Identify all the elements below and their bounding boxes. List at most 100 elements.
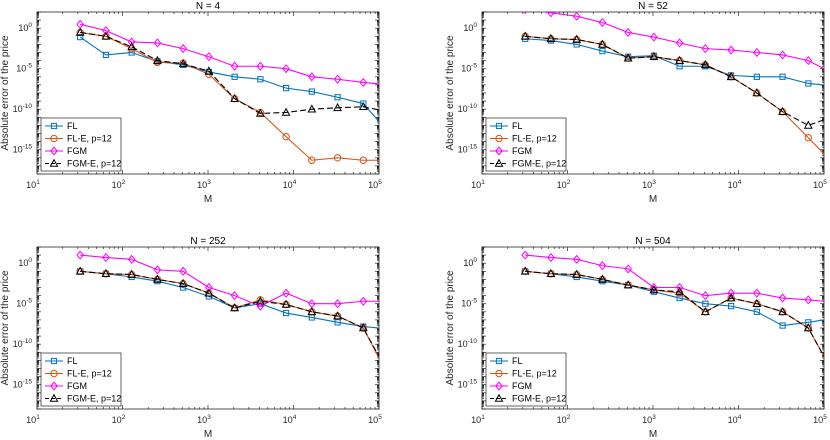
data-point	[598, 17, 607, 28]
series-line	[540, 12, 824, 70]
chart-title: N = 4	[196, 1, 221, 12]
tick-exponent: 4	[293, 179, 297, 186]
series-fgm	[523, 12, 824, 70]
data-point	[520, 266, 530, 275]
data-point	[102, 252, 110, 263]
data-point	[308, 88, 315, 95]
tick-exponent: 2	[122, 179, 126, 186]
tick-base: 10	[18, 258, 28, 268]
x-axis-label: M	[204, 429, 212, 440]
tick-exponent: 1	[36, 414, 40, 421]
data-point	[76, 250, 85, 260]
data-point	[599, 47, 606, 55]
x-tick-label: 102	[557, 179, 571, 190]
data-point	[255, 108, 265, 117]
legend-marker	[495, 357, 503, 365]
legend-label: FL-E, p=12	[512, 134, 557, 144]
data-point	[333, 154, 342, 162]
chart-title: N = 504	[635, 236, 671, 247]
tick-exponent: 5	[378, 414, 382, 421]
plot-area	[520, 250, 824, 357]
data-point	[547, 252, 555, 263]
x-tick-label: 104	[728, 414, 742, 425]
legend-label: FL	[512, 121, 523, 131]
x-tick-label: 104	[283, 414, 297, 425]
tick-base: 10	[197, 415, 207, 425]
data-point	[307, 306, 317, 316]
legend-marker	[495, 122, 503, 130]
data-point	[597, 39, 607, 48]
tick-base: 10	[26, 415, 36, 425]
tick-exponent: -10	[23, 103, 33, 110]
data-point	[702, 300, 709, 307]
data-point	[547, 12, 555, 18]
legend-label: FGM	[67, 146, 87, 156]
legend-entry: FL	[490, 121, 523, 131]
legend: FL FL-E, p=12 FGM FGM-E, p=12	[485, 117, 567, 172]
data-point	[205, 282, 213, 293]
legend-marker	[495, 134, 503, 143]
data-point	[700, 306, 710, 316]
data-point	[572, 34, 582, 43]
y-tick-label: 10-5	[16, 298, 32, 309]
series-fgm-e-p-12	[520, 31, 824, 129]
data-point	[778, 50, 787, 60]
legend-label: FL-E, p=12	[67, 369, 112, 379]
legend-frame	[40, 352, 122, 407]
data-point	[598, 261, 607, 271]
data-point	[152, 274, 162, 283]
tick-base: 10	[13, 104, 23, 114]
legend-marker	[495, 146, 503, 156]
y-tick-label: 10-5	[16, 63, 32, 74]
tick-base: 10	[26, 180, 36, 190]
data-point	[281, 299, 291, 308]
data-point	[804, 56, 813, 66]
x-tick-label: 105	[813, 414, 827, 425]
tick-exponent: -10	[468, 103, 478, 110]
data-point	[307, 104, 317, 113]
y-tick-label: 100	[463, 257, 477, 268]
tick-base: 10	[557, 415, 567, 425]
data-point	[675, 286, 685, 296]
plot-area	[520, 12, 824, 155]
legend: FL FL-E, p=12 FGM FGM-E, p=12	[485, 352, 567, 407]
tick-exponent: 2	[567, 414, 571, 421]
legend-label: FGM	[512, 146, 532, 156]
legend-entry: FGM-E, p=12	[45, 159, 121, 169]
legend-frame	[485, 117, 567, 172]
series-fl	[77, 33, 379, 122]
tick-base: 10	[197, 180, 207, 190]
data-point	[307, 72, 316, 82]
series-line	[525, 270, 824, 357]
data-point	[572, 12, 581, 21]
data-point	[649, 285, 659, 294]
series-fl-e-p-12	[521, 267, 824, 357]
data-point	[308, 156, 316, 164]
data-point	[623, 53, 633, 62]
legend-marker	[50, 381, 58, 391]
data-point	[333, 74, 342, 84]
legend: FL FL-E, p=12 FGM FGM-E, p=12	[40, 352, 122, 407]
series-fl	[522, 268, 824, 329]
data-point	[255, 296, 265, 305]
data-point	[727, 303, 735, 310]
x-tick-label: 104	[728, 179, 742, 190]
tick-exponent: 0	[473, 22, 477, 29]
data-point	[281, 107, 291, 116]
series-fgm	[76, 19, 379, 88]
x-axis-label: M	[649, 194, 657, 205]
tick-exponent: -5	[471, 63, 477, 70]
x-tick-label: 103	[197, 414, 211, 425]
legend-entry: FGM-E, p=12	[490, 159, 566, 169]
tick-base: 10	[283, 415, 293, 425]
tick-exponent: 3	[207, 179, 211, 186]
data-point	[650, 282, 658, 293]
data-point	[127, 37, 136, 47]
data-point	[803, 120, 813, 129]
y-tick-label: 10-10	[13, 338, 33, 349]
y-tick-label: 10-15	[458, 379, 478, 390]
legend-entry: FGM-E, p=12	[490, 394, 566, 404]
tick-exponent: -5	[26, 298, 32, 305]
legend-marker	[50, 134, 58, 143]
data-point	[282, 288, 290, 298]
